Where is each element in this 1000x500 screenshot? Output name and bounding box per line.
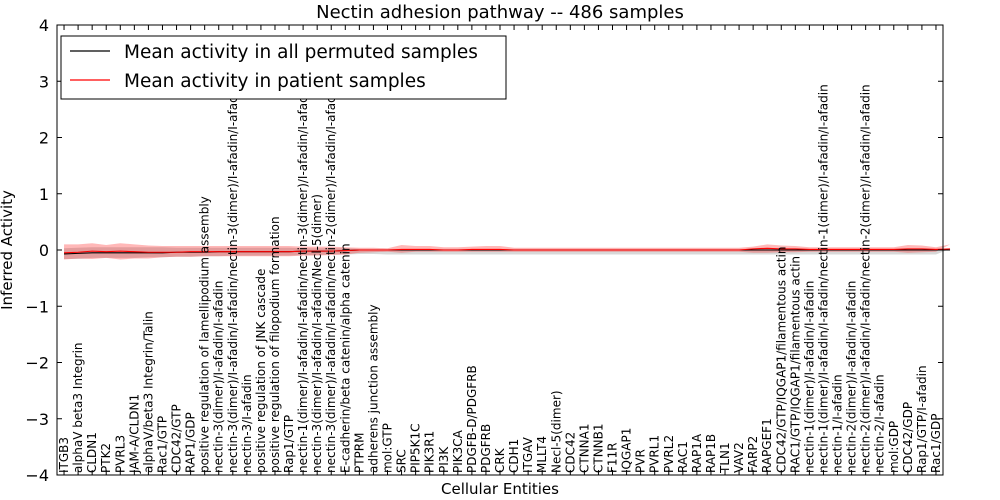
x-category-label: Necl-5(dimer)	[549, 390, 563, 473]
x-category-label: JAM-A/CLDN1	[127, 394, 141, 474]
series-lines	[64, 247, 951, 255]
x-category-label: nectin-2(dimer)/I-afadin/I-afadin	[845, 281, 859, 473]
chart-title: Nectin adhesion pathway -- 486 samples	[316, 2, 684, 23]
category-labels: ITGB3 alphaV beta3 Integrin CLDN1 PTK2 PVRL3…	[57, 84, 943, 474]
x-category-label: mol:GTP	[380, 423, 394, 473]
y-tick-labels: −4 −3 −2 −1 0 1 2 3 4	[25, 16, 49, 485]
x-category-label: PVRL3	[113, 435, 127, 473]
axis-ticks	[57, 24, 943, 476]
x-category-label: IQGAP1	[620, 428, 634, 473]
x-category-label: CDC42	[563, 432, 577, 473]
x-category-label: PIP5K1C	[409, 423, 423, 473]
legend-label-permuted: Mean activity in all permuted samples	[124, 42, 478, 63]
x-category-label: RAC1	[676, 441, 690, 473]
x-category-label: PDGFB-D/PDGFRB	[465, 365, 479, 473]
x-category-label: PTPRM	[352, 433, 366, 474]
y-tick-label: −4	[25, 466, 49, 485]
x-category-label: CTNNB1	[591, 423, 605, 473]
x-category-label: mol:GDP	[887, 421, 901, 473]
x-category-label: Rac1/GDP	[929, 414, 943, 473]
x-category-label: PVR	[634, 449, 648, 473]
legend-label-patient: Mean activity in patient samples	[124, 71, 426, 92]
x-category-label: nectin-2(dimer)/I-afadin/I-afadin/nectin…	[859, 84, 873, 473]
x-category-label: E-cadherin/beta catenin/alpha catenin	[338, 243, 352, 473]
line-patient-mean	[64, 247, 951, 254]
x-category-label: nectin-1(dimer)/I-afadin/I-afadin/nectin…	[816, 84, 830, 473]
x-category-label: adherens junction assembly	[366, 304, 380, 473]
y-tick-label: 2	[39, 129, 49, 148]
y-tick-label: 3	[39, 72, 49, 91]
x-category-label: TLN1	[718, 442, 732, 474]
x-axis-label: Cellular Entities	[441, 480, 559, 498]
y-tick-label: −1	[25, 297, 49, 316]
x-category-label: RAPGEF1	[760, 418, 774, 473]
x-category-label: nectin-1/I-afadin	[831, 374, 845, 473]
x-category-label: Rac1/GTP	[155, 416, 169, 473]
x-category-label: nectin-3/I-afadin	[240, 374, 254, 473]
x-category-label: CDC42/GTP/IQGAP1/filamentous actin	[774, 247, 788, 473]
x-category-label: F11R	[606, 442, 620, 473]
x-category-label: CTNNA1	[577, 423, 591, 473]
y-tick-label: −2	[25, 354, 49, 373]
x-category-label: positive regulation of lamellipodium ass…	[198, 196, 212, 473]
x-category-label: Rap1/GTP	[282, 415, 296, 473]
plot-area: ITGB3 alphaV beta3 Integrin CLDN1 PTK2 PVRL3…	[56, 24, 951, 476]
x-category-label: VAV2	[732, 442, 746, 473]
x-category-label: ITGAV	[521, 436, 535, 473]
x-category-label: PDGFRB	[479, 424, 493, 473]
x-category-label: CDH1	[507, 439, 521, 473]
x-category-label: PI3K	[437, 446, 451, 473]
x-category-label: nectin-3(dimer)/I-afadin/I-afadin/nectin…	[324, 84, 338, 473]
y-tick-label: −3	[25, 410, 49, 429]
x-category-label: RAP1/GDP	[184, 412, 198, 473]
x-category-label: PTK2	[99, 443, 113, 473]
y-tick-label: 1	[39, 185, 49, 204]
x-category-label: nectin-3(dimer)/I-afadin/I-afadin/nectin…	[226, 84, 240, 473]
x-category-label: nectin-1(dimer)/I-afadin/I-afadin	[802, 281, 816, 473]
x-category-label: PIK3R1	[423, 431, 437, 473]
x-category-label: PVRL2	[662, 435, 676, 473]
x-category-label: RAP1A	[690, 433, 704, 473]
x-category-label: Rap1/GTP/I-afadin	[915, 365, 929, 473]
y-axis-label: Inferred Activity	[0, 190, 16, 310]
y-tick-label: 4	[39, 16, 49, 35]
y-tick-label: 0	[39, 241, 49, 260]
legend: Mean activity in all permuted samples Me…	[60, 35, 507, 100]
plot-frame	[56, 24, 944, 476]
x-category-label: nectin-2/I-afadin	[873, 374, 887, 473]
x-category-label: RAC1/GTP/IQGAP1/filamentous actin	[788, 256, 802, 473]
x-category-label: SRC	[395, 449, 409, 473]
x-category-label: CLDN1	[85, 432, 99, 473]
x-category-label: alphaV/beta3 Integrin/Talin	[141, 311, 155, 473]
x-category-label: MLLT4	[535, 436, 549, 473]
x-category-label: nectin-3(dimer)/I-afadin/I-afadin/Necl-5…	[310, 194, 324, 473]
x-category-label: PIK3CA	[451, 429, 465, 473]
x-category-label: CDC42/GDP	[901, 402, 915, 473]
x-category-label: positive regulation of filopodium format…	[268, 216, 282, 473]
x-category-label: FARP2	[746, 436, 760, 473]
x-category-label: positive regulation of JNK cascade	[254, 269, 268, 473]
x-category-label: PVRL1	[648, 435, 662, 473]
x-category-label: CRK	[493, 447, 507, 473]
x-category-label: CDC42/GTP	[170, 404, 184, 473]
x-category-label: nectin-3(dimer)/I-afadin/I-afadin	[212, 281, 226, 473]
x-category-label: RAP1B	[704, 434, 718, 473]
band-patient	[64, 243, 951, 260]
x-category-label: alphaV beta3 Integrin	[71, 342, 85, 473]
legend-box	[60, 35, 507, 100]
x-category-label: nectin-1(dimer)/I-afadin/I-afadin/nectin…	[296, 84, 310, 473]
x-category-label: ITGB3	[57, 437, 71, 473]
